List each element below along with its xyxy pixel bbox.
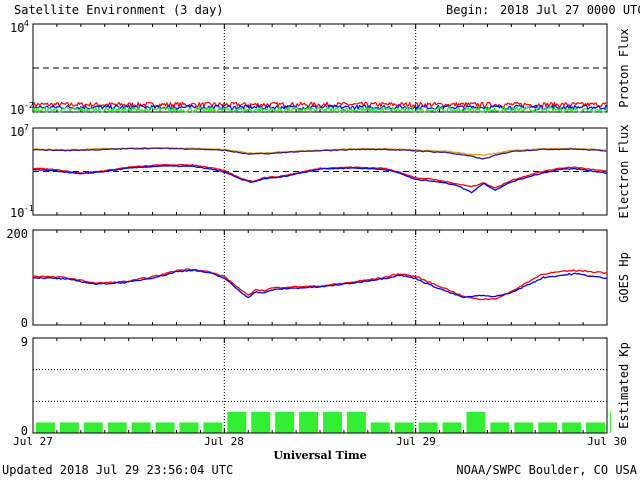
y-tick-label: 0 — [21, 424, 28, 438]
kp-bar — [323, 411, 342, 433]
y-tick-label: 9 — [21, 335, 28, 349]
kp-bar — [490, 422, 510, 433]
begin-label: Begin: — [446, 3, 489, 17]
y-tick-exponent: -1 — [24, 204, 34, 213]
y-tick-exponent: -2 — [24, 101, 34, 110]
y-tick-exponent: 7 — [24, 123, 29, 132]
kp-bar — [346, 411, 366, 433]
kp-bar — [442, 422, 462, 433]
kp-bar — [299, 411, 318, 433]
x-axis-label: Universal Time — [273, 449, 366, 462]
kp-bar — [418, 422, 438, 433]
kp-bar — [538, 422, 558, 433]
x-tick-label: Jul 28 — [204, 435, 244, 448]
kp-bar — [586, 422, 605, 433]
x-tick-label: Jul 30 — [587, 435, 627, 448]
y-tick-label: 200 — [6, 227, 28, 241]
kp-bar — [370, 422, 390, 433]
blue-series-line — [32, 104, 608, 110]
y-axis-label: Proton Flux — [617, 28, 631, 107]
y-tick-label: 0 — [21, 316, 28, 330]
chart-title: Satellite Environment (3 day) — [14, 3, 224, 17]
kp-bar — [610, 411, 611, 433]
kp-bar — [59, 422, 79, 433]
panel-frame — [32, 127, 608, 216]
purple-series-line — [32, 147, 607, 160]
y-axis-label: Electron Flux — [617, 125, 631, 219]
kp-bar — [131, 422, 151, 433]
red-series-line — [32, 163, 608, 189]
red-series-line — [32, 268, 608, 301]
y-tick-label: 10 — [10, 103, 24, 117]
red-series-line — [32, 101, 607, 108]
kp-bar — [466, 411, 486, 433]
panel-frame — [32, 337, 608, 434]
kp-bar — [107, 422, 127, 433]
y-tick-label: 10 — [10, 206, 24, 220]
kp-bar — [203, 422, 223, 433]
x-tick-label: Jul 29 — [396, 435, 436, 448]
begin-value: 2018 Jul 27 0000 UTC — [500, 3, 640, 17]
kp-bar — [514, 422, 534, 433]
updated-timestamp: Updated 2018 Jul 29 23:56:04 UTC — [2, 463, 233, 477]
goes-hp-panel: 200 0 GOES Hp — [6, 227, 631, 330]
kp-bar — [155, 422, 175, 433]
blue-series-line — [32, 269, 608, 299]
y-axis-label: Estimated Kp — [617, 342, 631, 429]
y-tick-label: 10 — [10, 125, 24, 139]
x-tick-label: Jul 27 — [13, 435, 53, 448]
kp-bar — [83, 422, 103, 433]
kp-bar — [227, 411, 247, 433]
kp-bar — [562, 422, 582, 433]
credit-text: NOAA/SWPC Boulder, CO USA — [456, 463, 637, 477]
kp-bar — [251, 411, 271, 433]
panel-frame — [32, 229, 608, 326]
y-axis-label: GOES Hp — [617, 252, 631, 303]
kp-bar — [394, 422, 414, 433]
y-tick-exponent: 4 — [24, 19, 29, 28]
kp-bar — [179, 422, 199, 433]
proton-flux-panel: 10 410 -2 Proton Flux — [10, 19, 631, 117]
estimated-kp-panel: 9 0 Estimated Kp — [21, 335, 631, 438]
green-series-line — [32, 106, 608, 113]
blue-series-line — [32, 165, 608, 194]
y-tick-label: 10 — [10, 21, 24, 35]
kp-bar — [275, 411, 295, 433]
kp-bar — [36, 422, 55, 433]
electron-flux-panel: 10 710 -1 Electron Flux — [10, 123, 631, 220]
panel-frame — [32, 23, 608, 113]
